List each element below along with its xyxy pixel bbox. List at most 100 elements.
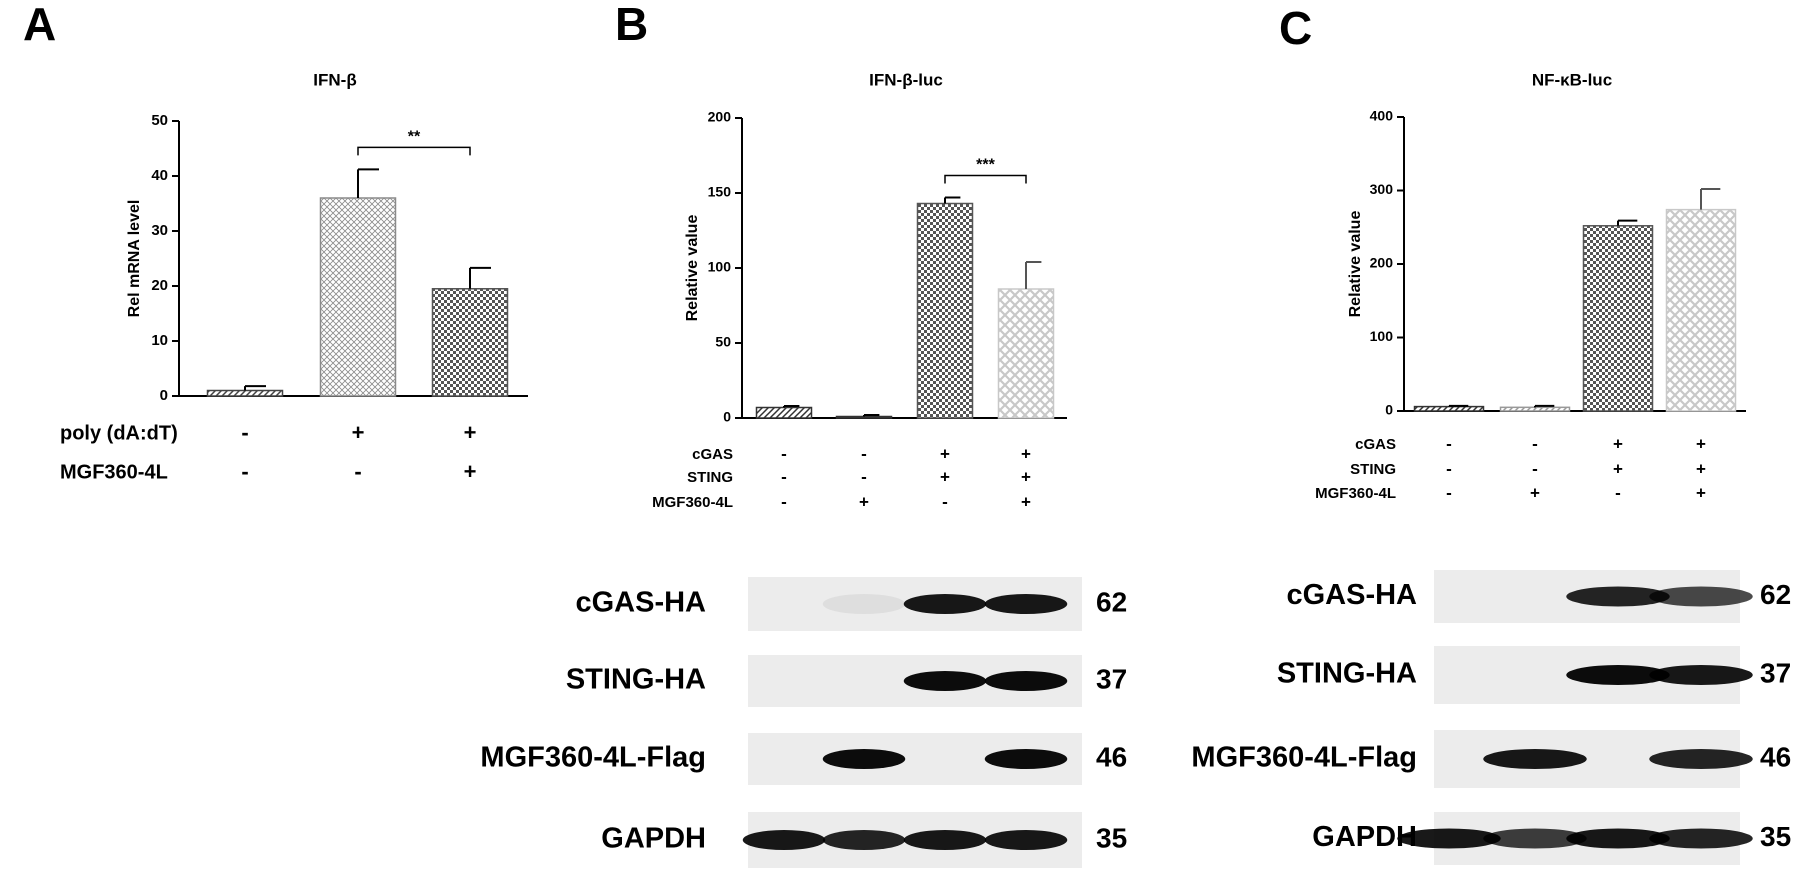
- error-bar: [863, 414, 880, 417]
- blot-band: [984, 830, 1068, 850]
- error-bar: [244, 385, 266, 391]
- y-axis-label: Rel mRNA level: [126, 200, 143, 318]
- blot-band: [903, 830, 987, 850]
- y-tick-label: 0: [160, 387, 168, 404]
- blot-band: [984, 594, 1068, 614]
- significance-bracket: [944, 174, 1027, 184]
- blot-band: [1649, 828, 1753, 849]
- condition-value: +: [1021, 492, 1031, 511]
- condition-value: +: [1696, 483, 1706, 502]
- condition-label: MGF360-4L: [1315, 485, 1396, 502]
- y-tick-label: 100: [708, 259, 732, 275]
- y-tick-label: 100: [1370, 328, 1394, 344]
- error-bar: [1700, 188, 1721, 210]
- condition-label: poly (dA:dT): [60, 422, 178, 444]
- y-axis-label: Relative value: [684, 215, 701, 322]
- blot-size: 46: [1760, 741, 1791, 772]
- blot-size: 37: [1096, 663, 1127, 694]
- y-tick-label: 40: [151, 167, 168, 184]
- condition-value: +: [940, 467, 950, 486]
- condition-value: -: [354, 459, 361, 484]
- blot-label: STING-HA: [1277, 658, 1417, 690]
- condition-value: +: [1696, 434, 1706, 453]
- error-bar: [1534, 404, 1555, 408]
- y-tick-label: 10: [151, 332, 168, 349]
- blot-band: [1649, 586, 1753, 607]
- condition-value: -: [942, 492, 948, 511]
- y-tick-label: 200: [1370, 255, 1394, 271]
- condition-value: -: [861, 444, 867, 463]
- condition-value: +: [859, 492, 869, 511]
- condition-label: cGAS: [1355, 436, 1396, 453]
- blot-band: [742, 830, 826, 850]
- condition-value: +: [1696, 459, 1706, 478]
- y-tick-label: 200: [708, 109, 732, 125]
- condition-label: MGF360-4L: [652, 494, 733, 511]
- condition-value: -: [781, 444, 787, 463]
- bar: [835, 415, 893, 419]
- chart-title: NF-κB-luc: [1532, 70, 1612, 89]
- blot-band: [822, 830, 906, 850]
- condition-value: -: [1532, 459, 1538, 478]
- significance-label: ***: [976, 157, 995, 174]
- blot-label: MGF360-4L-Flag: [1191, 742, 1417, 774]
- condition-value: +: [1021, 444, 1031, 463]
- blot-band: [1397, 828, 1501, 849]
- bar: [206, 389, 284, 397]
- condition-value: +: [464, 459, 477, 484]
- blot-band: [1649, 665, 1753, 685]
- bar: [431, 288, 509, 397]
- error-bar: [944, 196, 961, 204]
- condition-value: -: [241, 459, 248, 484]
- y-tick-label: 300: [1370, 181, 1394, 197]
- condition-value: +: [352, 420, 365, 445]
- condition-value: +: [1613, 434, 1623, 453]
- y-tick-label: 150: [708, 184, 732, 200]
- blot-label: MGF360-4L-Flag: [480, 742, 706, 774]
- blot-band: [1566, 586, 1670, 607]
- blot-band: [1566, 828, 1670, 849]
- condition-value: -: [781, 467, 787, 486]
- bar: [1413, 405, 1485, 412]
- blot-band: [1649, 749, 1753, 769]
- condition-label: MGF360-4L: [60, 461, 168, 483]
- blot-band: [984, 749, 1068, 769]
- error-bar: [469, 266, 491, 289]
- bar: [1582, 225, 1654, 412]
- error-bar: [1025, 261, 1042, 289]
- blot-band: [984, 671, 1068, 691]
- condition-label: STING: [687, 469, 733, 486]
- error-bar: [1448, 404, 1469, 407]
- bar: [1665, 208, 1737, 412]
- bar: [755, 406, 813, 419]
- condition-value: +: [464, 420, 477, 445]
- y-axis-label: Relative value: [1347, 211, 1364, 318]
- error-bar: [783, 405, 800, 408]
- significance-bracket: [357, 146, 471, 156]
- blot-band: [1483, 828, 1587, 849]
- chart-title: IFN-β: [313, 70, 356, 89]
- condition-label: STING: [1350, 461, 1396, 478]
- blot-size: 46: [1096, 741, 1127, 772]
- condition-value: -: [781, 492, 787, 511]
- condition-value: -: [1446, 434, 1452, 453]
- bar: [1499, 406, 1571, 412]
- blot-band: [903, 594, 987, 614]
- condition-value: -: [861, 467, 867, 486]
- condition-value: +: [1021, 467, 1031, 486]
- blot-band: [822, 749, 906, 769]
- bar: [319, 197, 397, 397]
- blot-size: 37: [1760, 657, 1791, 688]
- blot-label: cGAS-HA: [1286, 579, 1417, 611]
- blot-size: 35: [1760, 821, 1791, 852]
- error-bar: [1617, 219, 1638, 226]
- blot-band: [822, 594, 906, 614]
- condition-value: +: [1530, 483, 1540, 502]
- significance-label: **: [408, 129, 421, 146]
- panel-letter: B: [615, 0, 648, 50]
- bar: [997, 288, 1055, 419]
- panel-letter: A: [23, 0, 56, 50]
- panel-letter: C: [1279, 2, 1312, 54]
